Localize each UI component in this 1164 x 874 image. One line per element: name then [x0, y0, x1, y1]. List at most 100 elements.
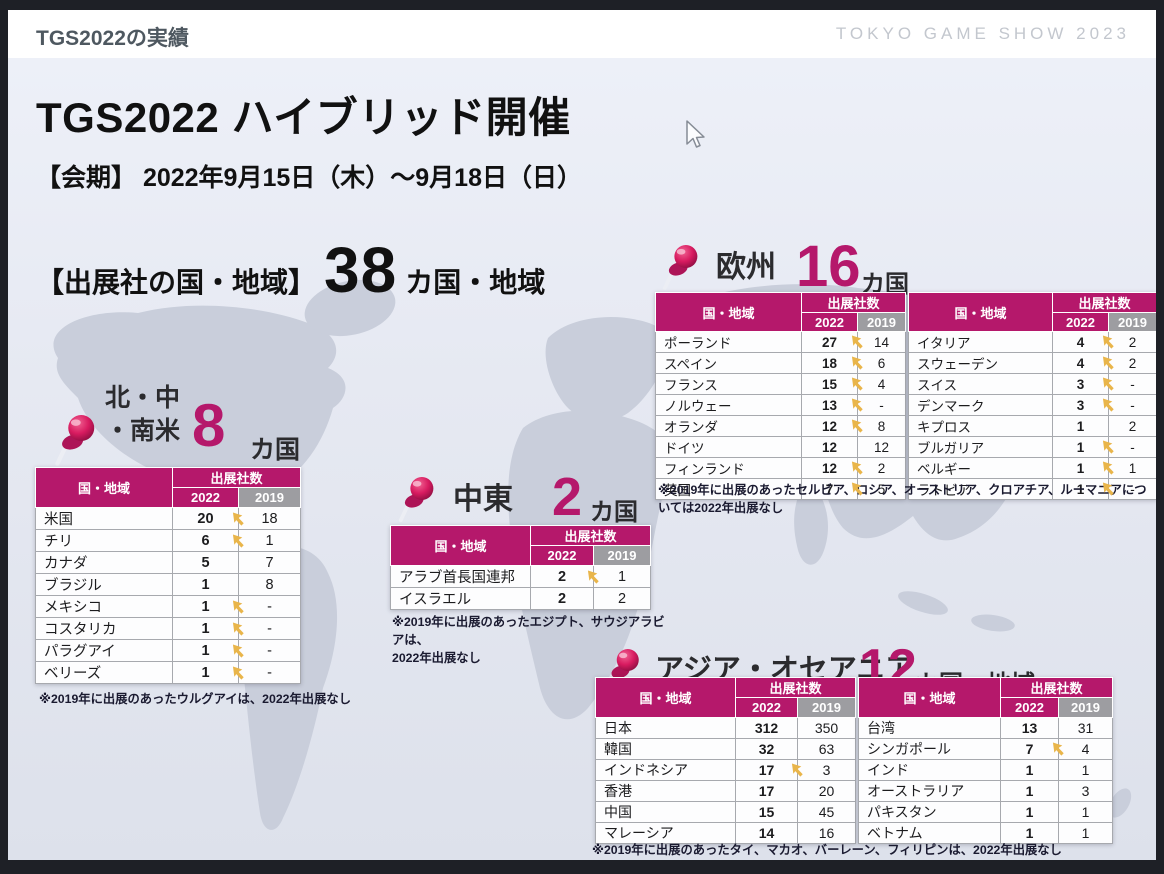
header-2022: 2022 — [172, 487, 239, 508]
count-2019-cell: 3 — [796, 759, 857, 781]
brand-logo: TOKYO GAME SHOW 2023 — [835, 24, 1130, 43]
increase-arrow-icon — [232, 599, 244, 614]
count-2022-cell: 1 — [1000, 759, 1059, 781]
country-cell: シンガポール — [858, 738, 1001, 760]
header-exhibitors: 出展社数 — [1051, 292, 1156, 313]
top-bar: TGS2022の実績 TOKYO GAME SHOW 2023 — [8, 10, 1156, 58]
count-2019-cell: 6 — [856, 352, 907, 374]
country-cell: ベリーズ — [35, 661, 173, 684]
table-row: 香港 17 20 — [595, 780, 857, 802]
americas-footnote: ※2019年に出展のあったウルグアイは、2022年出展なし — [39, 692, 351, 706]
count-2019-cell: 1 — [1107, 457, 1156, 479]
table-row: ブルガリア 1- — [908, 436, 1156, 458]
country-cell: 韓国 — [595, 738, 736, 760]
table-row: オーストラリア 1 3 — [858, 780, 1114, 802]
table-row: スウェーデン 4 2 — [908, 352, 1156, 374]
asia-table-left: 国・地域 出展社数 2022 2019 日本 312 350 韓国 32 63 インドネシア… — [595, 677, 857, 844]
count-2019-cell: - — [1107, 373, 1156, 395]
table-row: チリ 6 1 — [35, 529, 302, 552]
count-2019-cell: 63 — [796, 738, 857, 760]
table-row: 韓国 32 63 — [595, 738, 857, 760]
increase-arrow-icon — [791, 763, 803, 777]
region-header-middle-east: 中東 2 カ国 — [390, 470, 670, 530]
header-2022: 2022 — [1052, 312, 1109, 332]
region-count: 2 — [552, 467, 583, 527]
header-country: 国・地域 — [908, 292, 1053, 332]
increase-arrow-icon — [851, 482, 863, 496]
count-2022-cell: 3 — [1052, 373, 1114, 395]
table-row: キプロス 1 2 — [908, 415, 1156, 437]
increase-arrow-icon — [851, 377, 863, 391]
country-cell: ベルギー — [908, 457, 1053, 479]
country-cell: 日本 — [595, 717, 736, 739]
region-name: 中東 — [453, 483, 513, 516]
increase-arrow-icon — [851, 335, 863, 349]
exhibitor-countries-label: 【出展社の国・地域】 — [36, 267, 317, 298]
table-row: 台湾 13 31 — [858, 717, 1114, 739]
country-cell: ドイツ — [655, 436, 802, 458]
asia-table-right: 国・地域 出展社数 2022 2019 台湾 13 31 シンガポール 7 4 インド 1 1 オ… — [858, 677, 1114, 844]
table-row: オランダ 12 8 — [655, 415, 907, 437]
count-2019-cell: 2 — [856, 457, 907, 479]
count-2022-cell: 1 — [172, 617, 244, 640]
count-2022-cell: 1 — [1052, 436, 1114, 458]
country-cell: 英国 — [655, 478, 802, 500]
count-2019-cell: 45 — [796, 801, 857, 823]
header-2019: 2019 — [1107, 312, 1156, 332]
event-period: 【会期】 2022年9月15日（木）～9月18日（日） — [36, 164, 582, 192]
increase-arrow-icon — [1102, 440, 1114, 454]
increase-arrow-icon — [232, 533, 244, 548]
exhibitor-countries-count: 38 — [324, 234, 398, 306]
europe-table-right: 国・地域 出展社数 2022 2019 イタリア 4 2 スウェーデン 4 2 スイス 3- デ… — [908, 292, 1156, 500]
count-2022-cell: 1 — [1052, 478, 1114, 500]
increase-arrow-icon — [1102, 461, 1114, 475]
count-2019-cell: 20 — [796, 780, 857, 802]
table-row: カナダ 5 7 — [35, 551, 302, 574]
table-row: インドネシア 17 3 — [595, 759, 857, 781]
table-row: ポーランド 27 14 — [655, 331, 907, 353]
country-cell: デンマーク — [908, 394, 1053, 416]
region-name: 北・中 ・南米 — [105, 384, 181, 445]
header-2019: 2019 — [1057, 697, 1114, 718]
country-cell: インドネシア — [595, 759, 736, 781]
region-header-europe: 欧州 16 カ国 — [660, 234, 980, 302]
page-title: TGS2022の実績 — [36, 27, 189, 50]
count-2022-cell: 5 — [172, 551, 239, 574]
increase-arrow-icon — [1102, 377, 1114, 391]
country-cell: 香港 — [595, 780, 736, 802]
count-2022-cell: 15 — [735, 801, 798, 823]
country-cell: パラグアイ — [35, 639, 173, 662]
count-2022-cell: 17 — [735, 759, 803, 781]
pushpin-icon — [662, 243, 700, 291]
count-2022-cell: 13 — [1000, 717, 1059, 739]
count-2022-cell: 7 — [801, 478, 863, 500]
count-2022-cell: 27 — [801, 331, 863, 353]
table-row: 中国 15 45 — [595, 801, 857, 823]
count-2019-cell: 14 — [856, 331, 907, 353]
increase-arrow-icon — [1102, 335, 1114, 349]
country-cell: スイス — [908, 373, 1053, 395]
country-cell: スウェーデン — [908, 352, 1053, 374]
count-2022-cell: 1 — [172, 573, 239, 596]
country-cell: ベトナム — [858, 822, 1001, 844]
count-2022-cell: 7 — [1000, 738, 1064, 760]
header-exhibitors: 出展社数 — [800, 292, 907, 313]
region-header-americas: 北・中 ・南米 8 カ国 — [38, 376, 338, 476]
table-row: イスラエル 2 2 — [390, 587, 652, 610]
header-country: 国・地域 — [35, 467, 173, 508]
table-row: アラブ首長国連邦 2 1 — [390, 565, 652, 588]
country-cell: アラブ首長国連邦 — [390, 565, 531, 588]
count-2019-cell: 1 — [1057, 801, 1114, 823]
europe-table-left: 国・地域 出展社数 2022 2019 ポーランド 27 14 スペイン 18 6 フランス… — [655, 292, 907, 500]
exhibitor-countries-unit: カ国・地域 — [405, 267, 546, 298]
increase-arrow-icon — [232, 643, 244, 658]
count-2019-cell: 1 — [237, 529, 302, 552]
count-2019-cell: 12 — [856, 436, 907, 458]
country-cell: ブルガリア — [908, 436, 1053, 458]
country-cell: カナダ — [35, 551, 173, 574]
region-count: 16 — [796, 234, 861, 299]
middle-east-table: 国・地域 出展社数 2022 2019 アラブ首長国連邦 2 1 イスラエル 2 2 — [390, 525, 652, 610]
country-cell: 中国 — [595, 801, 736, 823]
count-2022-cell: 4 — [1052, 352, 1114, 374]
count-2019-cell: - — [1107, 478, 1156, 500]
